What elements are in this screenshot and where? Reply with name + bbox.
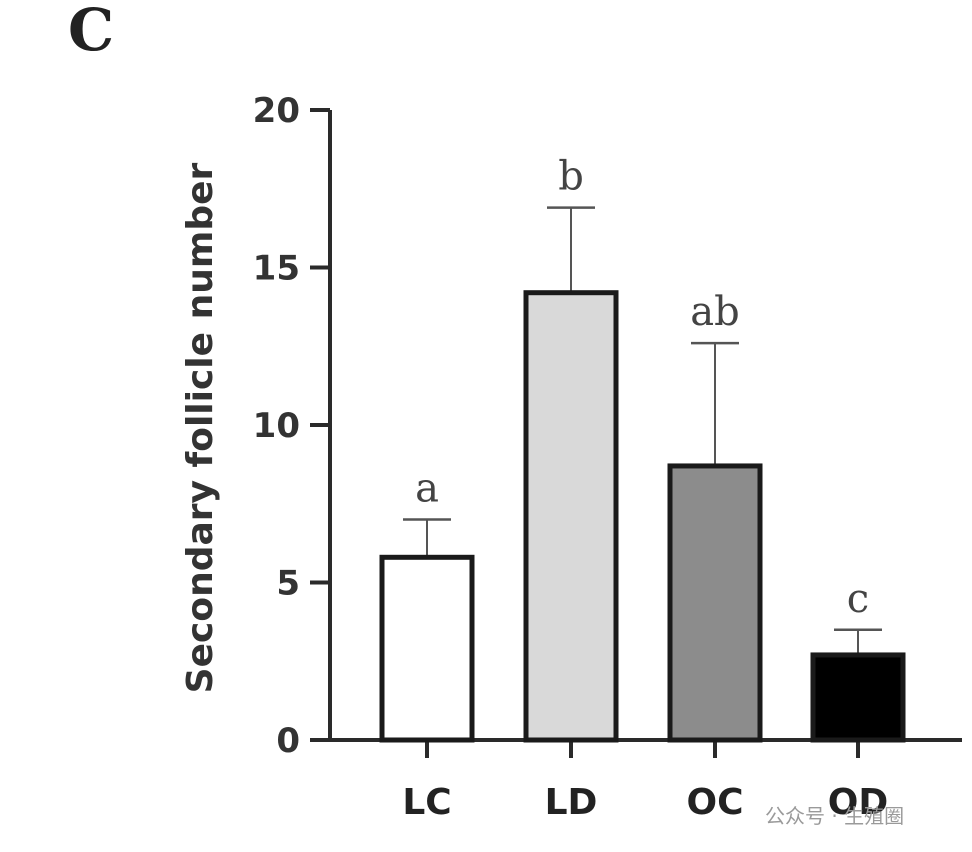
significance-label: a (415, 466, 439, 512)
y-tick-label: 5 (276, 564, 300, 604)
bar-lc (379, 554, 475, 743)
y-tick-label: 15 (253, 249, 300, 289)
significance-label: b (558, 154, 584, 200)
panel-label: C (68, 0, 114, 64)
x-tick-label: OC (686, 782, 743, 823)
x-tick-label: LC (402, 782, 451, 823)
significance-label: ab (690, 289, 739, 335)
bar-od (810, 652, 906, 743)
y-axis-title: Secondary follicle number (180, 162, 221, 693)
significance-label: c (847, 576, 869, 622)
y-tick-label: 20 (253, 91, 300, 131)
bar-oc (667, 463, 763, 743)
watermark: 公众号 · 生殖圈 (765, 804, 904, 828)
x-tick-label: OD (828, 782, 889, 823)
axes: 0 5 10 15 20 LC LD OC OD (253, 91, 962, 823)
bar-ld (523, 290, 619, 743)
x-tick-label: LD (545, 782, 598, 823)
y-tick-label: 10 (253, 406, 300, 446)
y-tick-label: 0 (276, 721, 300, 761)
